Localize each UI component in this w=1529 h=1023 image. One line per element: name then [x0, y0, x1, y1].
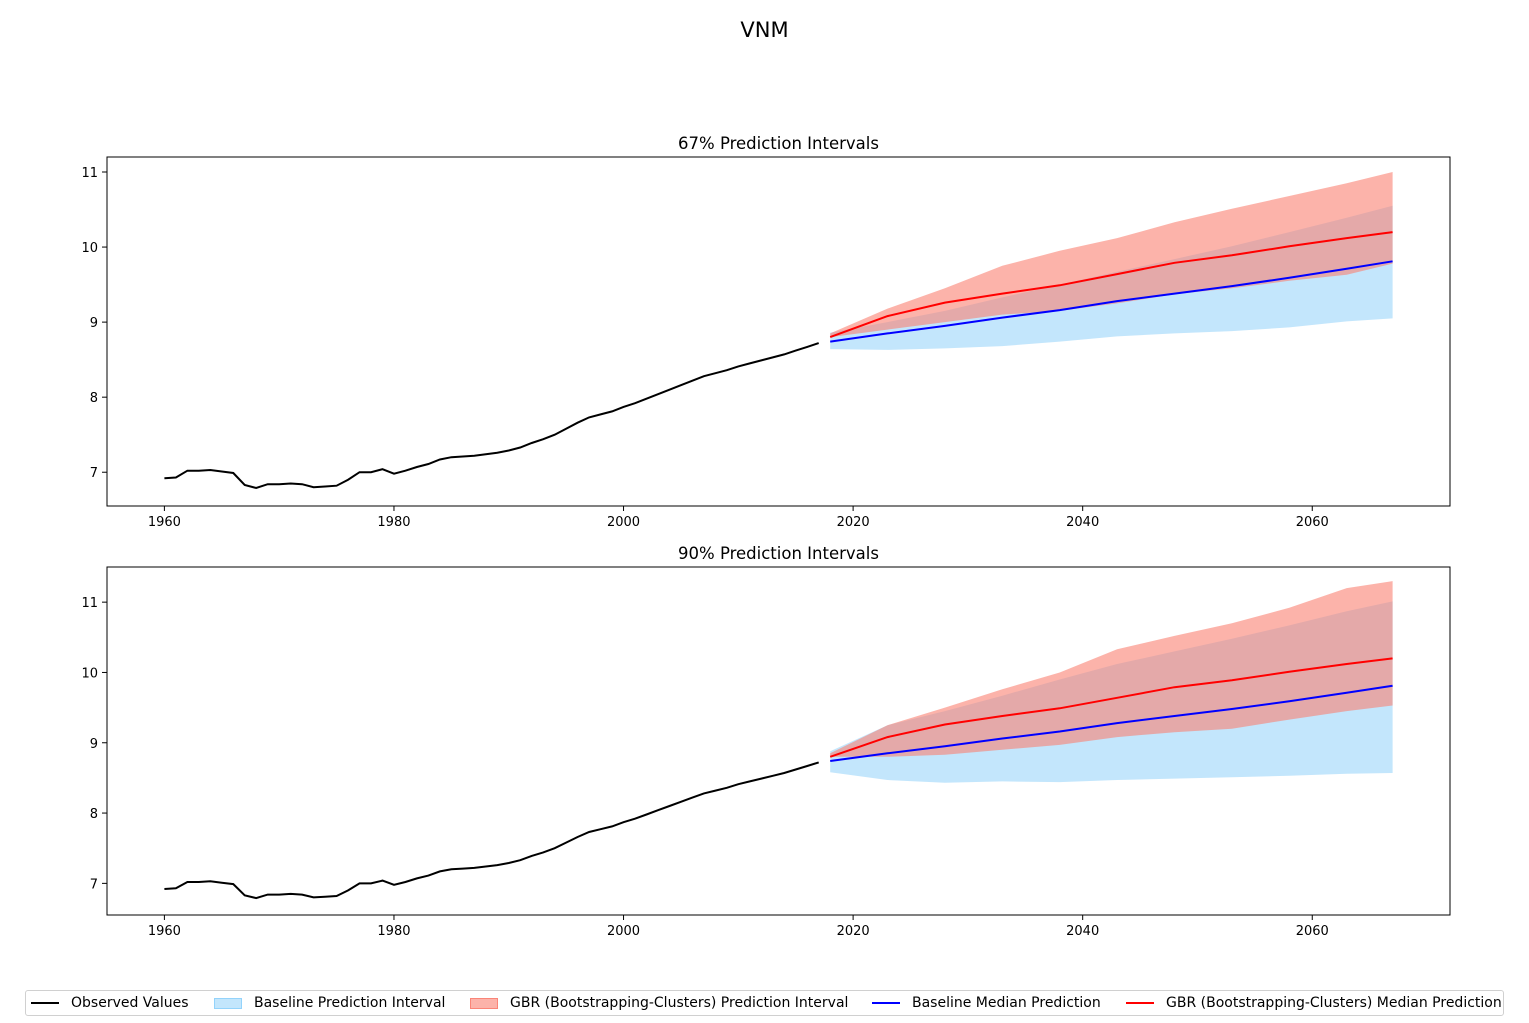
legend-swatch-observed [31, 1002, 59, 1004]
legend-item-observed: Observed Values [31, 991, 189, 1015]
legend-label-gbr-interval: GBR (Bootstrapping-Clusters) Prediction … [510, 995, 849, 1011]
y-tick-label: 7 [90, 466, 98, 481]
legend-swatch-baseline-interval [214, 997, 242, 1009]
legend-label-gbr-median: GBR (Bootstrapping-Clusters) Median Pred… [1166, 995, 1502, 1011]
y-tick-label: 8 [90, 391, 98, 406]
x-tick-label: 1960 [148, 924, 181, 939]
observed-line [164, 761, 819, 900]
figure-title: VNM [740, 18, 789, 42]
legend-swatch-gbr-interval [470, 997, 498, 1009]
x-tick-label: 2060 [1296, 924, 1329, 939]
y-tick-label: 9 [90, 316, 98, 331]
observed-line [164, 342, 820, 490]
subplot-title: 90% Prediction Intervals [678, 544, 879, 563]
y-tick-label: 10 [81, 241, 98, 256]
x-tick-label: 1980 [377, 515, 410, 530]
legend: Observed Values Baseline Prediction Inte… [25, 990, 1504, 1016]
legend-label-observed: Observed Values [71, 995, 189, 1011]
legend-label-baseline-interval: Baseline Prediction Interval [254, 995, 446, 1011]
axes-frame [106, 156, 1451, 507]
subplot-title: 67% Prediction Intervals [678, 134, 879, 153]
legend-label-baseline-median: Baseline Median Prediction [912, 995, 1101, 1011]
legend-swatch-gbr-median [1126, 1002, 1154, 1004]
legend-item-gbr-interval: GBR (Bootstrapping-Clusters) Prediction … [470, 991, 848, 1015]
gbr-interval-band [830, 172, 1393, 338]
y-tick-label: 8 [90, 807, 98, 822]
gbr-median-line [829, 231, 1393, 339]
baseline-median-line [830, 684, 1393, 762]
x-tick-label: 2020 [837, 515, 870, 530]
y-tick-label: 10 [81, 666, 98, 681]
y-tick-label: 9 [90, 737, 98, 752]
x-tick-label: 2000 [607, 924, 640, 939]
x-tick-label: 2060 [1296, 515, 1329, 530]
gbr-median-line [829, 657, 1393, 758]
x-tick-label: 1980 [377, 924, 410, 939]
legend-item-gbr-median: GBR (Bootstrapping-Clusters) Median Pred… [1126, 991, 1502, 1015]
y-tick-label: 11 [81, 166, 98, 181]
x-tick-label: 2040 [1066, 924, 1099, 939]
y-tick-label: 11 [81, 596, 98, 611]
legend-swatch-baseline-median [872, 1002, 900, 1004]
legend-item-baseline-interval: Baseline Prediction Interval [214, 991, 445, 1015]
x-tick-label: 2000 [607, 515, 640, 530]
baseline-median-line [830, 260, 1393, 343]
subplot-90-percent: 90% Prediction Intervals 1960 1980 2000 2020… [81, 544, 1451, 939]
x-tick-label: 2020 [837, 924, 870, 939]
x-tick-label: 2040 [1066, 515, 1099, 530]
gbr-interval-band [830, 581, 1393, 757]
x-tick-label: 1960 [148, 515, 181, 530]
y-tick-label: 7 [90, 877, 98, 892]
subplot-67-percent: 67% Prediction Intervals 1960 1980 2000 2020… [81, 134, 1451, 530]
axes-frame [106, 566, 1451, 916]
legend-item-baseline-median: Baseline Median Prediction [872, 991, 1101, 1015]
